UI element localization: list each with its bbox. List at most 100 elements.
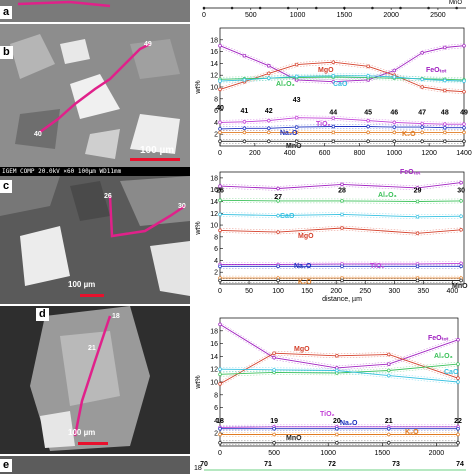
data-point — [218, 198, 222, 203]
series-envelope — [219, 119, 464, 127]
series-label: Na₂O — [280, 130, 298, 137]
data-point — [314, 6, 318, 10]
data-point — [420, 85, 424, 89]
data-point — [272, 426, 276, 431]
point-number: 74 — [456, 461, 464, 468]
data-point — [420, 139, 424, 144]
data-point — [392, 68, 397, 73]
series-envelope — [219, 371, 459, 385]
x-tick-label: 500 — [268, 450, 280, 457]
data-point — [462, 130, 466, 135]
series-envelope — [219, 198, 462, 200]
series-envelope — [219, 365, 459, 377]
data-point — [331, 124, 336, 129]
y-tick-label: 8 — [214, 96, 218, 103]
y-tick-label: 10 — [210, 85, 218, 92]
y-tick-label: 16 — [210, 49, 218, 56]
series-label: Al₂O₃ — [434, 353, 453, 360]
data-point — [294, 130, 299, 135]
data-point — [267, 71, 271, 76]
chart-d: 2 4 6 8 10 12 14 16 18 0 500 1000 1500 2000 wt% 18 19 20 2… — [195, 317, 462, 457]
data-point — [218, 278, 222, 283]
data-point — [392, 139, 397, 144]
x-tick-label: 250 — [359, 288, 371, 295]
chart-e: 70 71 72 73 74 18 — [194, 461, 466, 472]
data-point — [331, 74, 336, 78]
series-line — [219, 117, 464, 125]
series-label: CaO — [280, 213, 295, 220]
point-number: 45 — [364, 110, 372, 117]
y-axis-label: wt% — [195, 221, 202, 235]
panel-label-c: c — [0, 180, 13, 193]
x-tick-label: 1000 — [386, 150, 402, 157]
data-point — [218, 264, 222, 269]
data-point — [218, 87, 222, 92]
x-tick-label: 800 — [354, 150, 366, 157]
x-tick-label: 1200 — [421, 150, 437, 157]
point-number: 28 — [338, 188, 346, 195]
data-point — [258, 6, 262, 10]
data-point — [202, 6, 206, 10]
point-number: 29 — [414, 188, 422, 195]
series-label: K₂O — [298, 279, 312, 286]
point-number: 72 — [328, 461, 336, 468]
data-point — [387, 352, 391, 357]
scale-bar-label-d: 100 µm — [68, 428, 96, 437]
series-line — [219, 75, 465, 82]
data-point — [455, 6, 458, 10]
data-point — [462, 125, 466, 130]
data-point — [242, 130, 247, 135]
x-tick-label: 600 — [319, 150, 331, 157]
y-tick-label: 2 — [214, 132, 218, 139]
data-point — [335, 432, 339, 437]
data-point — [242, 53, 247, 58]
data-point — [443, 139, 447, 144]
data-point — [399, 6, 402, 10]
data-point — [366, 139, 370, 144]
data-point — [443, 130, 447, 135]
series-envelope — [219, 47, 465, 84]
data-point — [415, 215, 420, 219]
series-envelope — [219, 354, 459, 387]
y-tick-label: 18 — [194, 465, 202, 472]
data-point — [294, 74, 299, 79]
data-point — [294, 62, 299, 67]
point-number: 22 — [454, 418, 462, 425]
series-label: MnO — [449, 0, 462, 6]
series-envelope — [219, 424, 458, 426]
scale-bar-d — [78, 442, 108, 445]
data-point — [392, 125, 397, 129]
data-point — [415, 264, 420, 269]
data-point — [366, 118, 370, 123]
x-tick-label: 2000 — [429, 450, 445, 457]
sem-image-d: 18 21 d 100 µm — [0, 306, 190, 454]
data-point — [242, 139, 247, 144]
data-point — [456, 426, 460, 431]
data-point — [331, 60, 336, 64]
data-point — [286, 6, 290, 10]
scale-bar-c — [80, 294, 104, 297]
point-number: 27 — [274, 194, 282, 201]
data-point — [218, 322, 222, 327]
traverse-line-d: 18 21 — [73, 313, 120, 437]
sem-image-b: 40 49 b 100 µm — [0, 24, 190, 167]
data-point — [462, 43, 466, 48]
data-point — [276, 230, 280, 234]
series-label: Al₂O₃ — [276, 81, 295, 88]
y-tick-label: 12 — [210, 367, 218, 374]
point-number: 40 — [216, 105, 224, 112]
series-envelope — [219, 43, 465, 80]
x-tick-label: 0 — [218, 150, 222, 157]
data-point — [340, 182, 344, 187]
series-label: K₂O — [405, 429, 419, 436]
data-point — [218, 426, 222, 431]
data-point — [387, 441, 391, 445]
x-tick-label: 1000 — [290, 12, 306, 19]
data-point — [420, 121, 424, 126]
data-point — [462, 89, 466, 94]
series-envelope — [220, 261, 462, 263]
series-label: TiO₂ — [370, 263, 385, 270]
data-point — [392, 120, 397, 125]
